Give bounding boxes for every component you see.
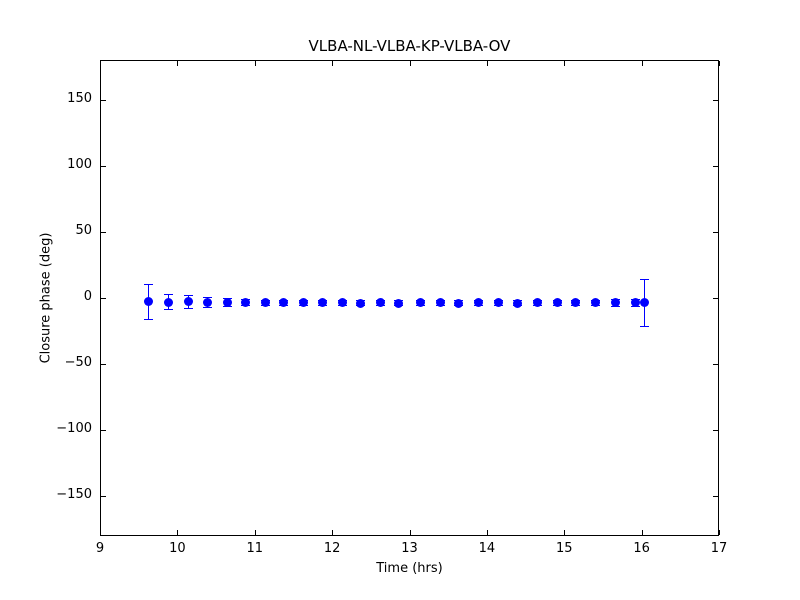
y-tick-mark	[101, 99, 106, 101]
error-bar-cap-top	[143, 284, 153, 286]
data-point	[630, 298, 640, 308]
error-bar-cap-top	[164, 294, 174, 296]
data-point	[143, 297, 153, 307]
y-tick-label: −150	[56, 487, 92, 503]
x-tick-mark-top	[719, 61, 720, 66]
x-tick-mark	[332, 530, 334, 535]
y-tick-mark	[101, 364, 106, 366]
x-tick-mark-top	[100, 61, 101, 66]
x-tick-label: 15	[555, 541, 573, 556]
x-tick-mark-top	[177, 61, 179, 66]
y-tick-mark-right	[713, 364, 718, 366]
x-tick-mark-top	[641, 61, 643, 66]
x-tick-mark-top	[486, 61, 488, 66]
x-tick-mark	[564, 530, 566, 535]
data-point	[474, 298, 484, 308]
x-tick-mark	[486, 530, 488, 535]
x-tick-label: 11	[246, 541, 264, 556]
x-tick-mark	[641, 530, 643, 535]
x-tick-label: 17	[710, 541, 728, 556]
x-tick-mark-top	[409, 61, 411, 66]
data-point	[553, 298, 563, 308]
error-bar-cap-top	[184, 294, 194, 296]
data-point	[376, 298, 386, 308]
data-point	[493, 298, 503, 308]
y-tick-label: 100	[67, 156, 92, 172]
y-tick-label: 150	[67, 90, 92, 106]
y-tick-mark-right	[713, 99, 718, 101]
data-point	[393, 298, 403, 308]
x-tick-mark	[254, 530, 256, 535]
y-tick-label: −50	[64, 355, 92, 371]
x-tick-mark-top	[254, 61, 256, 66]
data-point	[435, 298, 445, 308]
y-tick-mark-right	[713, 496, 718, 498]
x-tick-label: 14	[478, 541, 496, 556]
error-bar-cap-bottom	[639, 326, 649, 328]
data-point	[639, 298, 649, 308]
error-bar-cap-bottom	[184, 307, 194, 309]
data-point	[260, 298, 270, 308]
y-tick-label: 0	[83, 289, 92, 304]
x-tick-label: 12	[323, 541, 341, 556]
data-point	[240, 298, 250, 308]
data-point	[279, 298, 289, 308]
x-tick-mark	[177, 530, 179, 535]
data-point	[318, 298, 328, 308]
x-tick-mark	[100, 530, 101, 535]
data-point	[338, 298, 348, 308]
y-tick-mark	[101, 298, 106, 299]
data-point	[164, 297, 174, 307]
x-tick-label: 16	[633, 541, 650, 556]
x-tick-mark-top	[332, 61, 334, 66]
x-tick-label: 9	[95, 541, 105, 556]
chart-title: VLBA-NL-VLBA-KP-VLBA-OV	[308, 37, 511, 55]
x-tick-label: 10	[169, 541, 186, 556]
x-axis-label: Time (hrs)	[376, 561, 443, 576]
error-bar-cap-top	[202, 296, 212, 298]
data-point	[611, 298, 621, 308]
y-tick-mark-right	[713, 430, 718, 432]
y-tick-label: −100	[56, 421, 92, 437]
data-point	[298, 298, 308, 308]
y-tick-mark	[101, 231, 106, 233]
y-tick-mark-right	[713, 231, 718, 233]
data-point	[202, 297, 212, 307]
error-bar-cap-bottom	[164, 309, 174, 311]
data-point	[591, 298, 601, 308]
x-tick-mark-top	[564, 61, 566, 66]
y-tick-mark	[101, 496, 106, 498]
y-tick-label: 50	[75, 222, 92, 238]
y-tick-mark-right	[713, 298, 718, 299]
y-tick-mark-right	[713, 165, 718, 167]
error-bar-cap-bottom	[143, 318, 153, 320]
data-point	[571, 298, 581, 308]
x-tick-mark	[409, 530, 411, 535]
y-tick-mark	[101, 430, 106, 432]
data-point	[184, 297, 194, 307]
error-bar-cap-top	[639, 278, 649, 280]
data-point	[454, 298, 464, 308]
data-point	[416, 298, 426, 308]
x-tick-mark	[719, 530, 720, 535]
data-point	[533, 298, 543, 308]
plot-area	[100, 60, 719, 536]
data-point	[513, 298, 523, 308]
data-point	[355, 298, 365, 308]
y-tick-mark	[101, 165, 106, 167]
x-tick-label: 13	[401, 541, 418, 556]
data-point	[222, 297, 232, 307]
error-bar-cap-bottom	[202, 306, 212, 308]
